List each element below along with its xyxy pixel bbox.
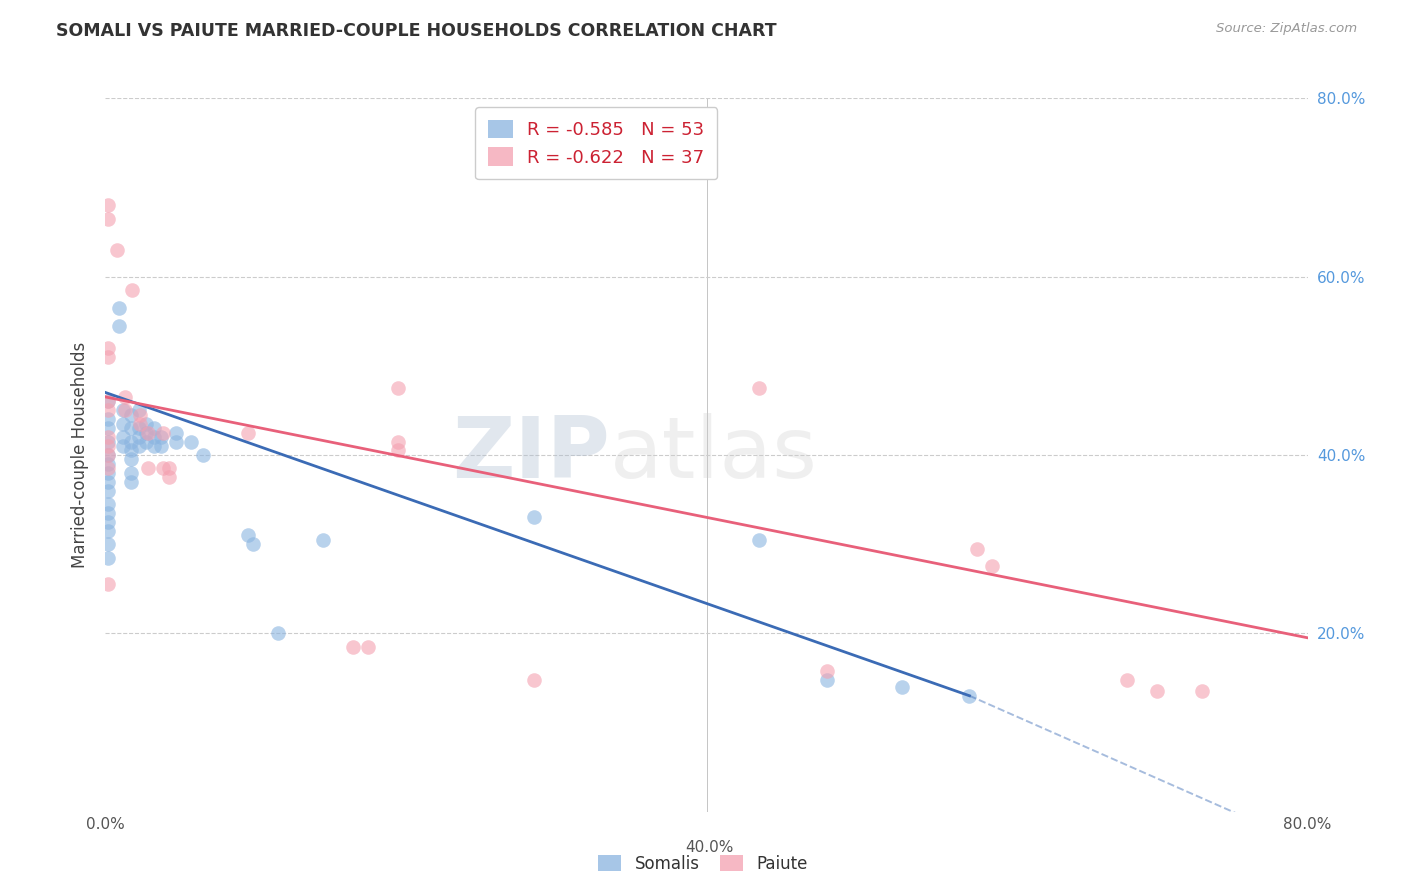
Text: ZIP: ZIP (453, 413, 610, 497)
Text: SOMALI VS PAIUTE MARRIED-COUPLE HOUSEHOLDS CORRELATION CHART: SOMALI VS PAIUTE MARRIED-COUPLE HOUSEHOL… (56, 22, 778, 40)
Legend: Somalis, Paiute: Somalis, Paiute (592, 848, 814, 880)
Point (112, 430, 135, 444)
Point (120, 434, 142, 449)
Text: atlas: atlas (610, 413, 818, 497)
Point (97, 434, 120, 449)
Point (966, 541, 988, 556)
Point (129, 417, 152, 431)
Point (959, 689, 981, 703)
Point (523, 510, 546, 524)
Point (97, 457, 120, 471)
Point (97, 350, 120, 364)
Point (120, 421, 142, 435)
Point (150, 430, 173, 444)
Point (387, 443, 409, 458)
Point (97, 448, 120, 462)
Point (114, 390, 136, 404)
Point (97, 483, 120, 498)
Point (97, 524, 120, 538)
Point (114, 403, 136, 417)
Point (357, 640, 380, 654)
Point (748, 381, 770, 395)
Point (191, 448, 214, 462)
Point (107, 243, 129, 257)
Point (97, 466, 120, 480)
Point (97, 497, 120, 511)
Point (157, 470, 180, 484)
Point (120, 452, 142, 467)
Point (97, 461, 120, 475)
Point (142, 421, 165, 435)
Point (1146, 684, 1168, 698)
Point (1116, 673, 1139, 687)
Point (267, 626, 290, 640)
Text: 40.0%: 40.0% (686, 840, 734, 855)
Point (97, 394, 120, 409)
Point (97, 403, 120, 417)
Y-axis label: Married-couple Households: Married-couple Households (72, 342, 90, 568)
Point (120, 443, 142, 458)
Point (128, 403, 150, 417)
Point (150, 439, 173, 453)
Point (112, 439, 135, 453)
Point (97, 439, 120, 453)
Text: Source: ZipAtlas.com: Source: ZipAtlas.com (1216, 22, 1357, 36)
Point (165, 425, 187, 440)
Point (97, 550, 120, 565)
Point (242, 537, 264, 551)
Legend: R = -0.585   N = 53, R = -0.622   N = 37: R = -0.585 N = 53, R = -0.622 N = 37 (475, 107, 717, 179)
Point (136, 461, 159, 475)
Point (97, 537, 120, 551)
Point (387, 381, 409, 395)
Point (142, 439, 165, 453)
Point (97, 448, 120, 462)
Point (97, 577, 120, 591)
Point (112, 403, 135, 417)
Point (97, 475, 120, 489)
Point (128, 430, 150, 444)
Point (97, 341, 120, 355)
Point (1191, 684, 1213, 698)
Point (748, 533, 770, 547)
Point (165, 434, 187, 449)
Point (120, 466, 142, 480)
Point (97, 211, 120, 226)
Point (120, 408, 142, 422)
Point (97, 412, 120, 426)
Point (97, 506, 120, 520)
Point (238, 425, 260, 440)
Point (135, 425, 157, 440)
Point (97, 515, 120, 529)
Point (120, 475, 142, 489)
Point (108, 301, 131, 315)
Point (815, 664, 838, 678)
Point (342, 640, 364, 654)
Point (523, 673, 546, 687)
Point (387, 434, 409, 449)
Point (97, 421, 120, 435)
Point (128, 439, 150, 453)
Point (890, 680, 912, 694)
Point (312, 533, 335, 547)
Point (135, 434, 157, 449)
Point (152, 425, 174, 440)
Point (112, 417, 135, 431)
Point (129, 408, 152, 422)
Point (121, 283, 143, 297)
Point (97, 394, 120, 409)
Point (238, 528, 260, 542)
Point (815, 673, 838, 687)
Point (136, 425, 159, 440)
Point (142, 430, 165, 444)
Point (157, 461, 180, 475)
Point (97, 430, 120, 444)
Point (97, 198, 120, 212)
Point (108, 318, 131, 333)
Point (981, 559, 1004, 574)
Point (180, 434, 202, 449)
Point (128, 421, 150, 435)
Point (152, 461, 174, 475)
Point (135, 417, 157, 431)
